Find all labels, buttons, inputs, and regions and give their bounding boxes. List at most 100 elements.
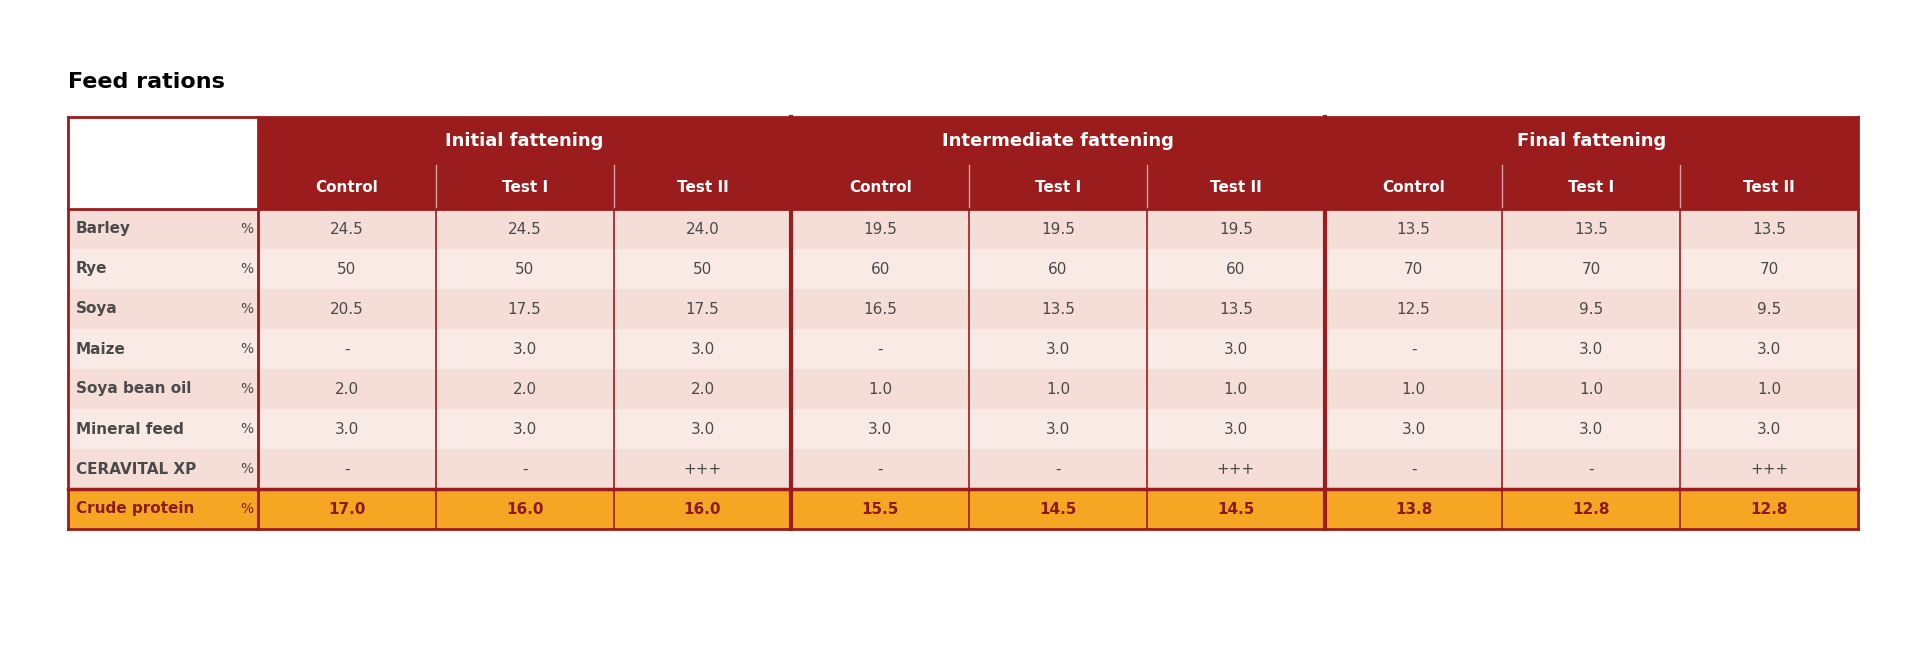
Bar [67, 489, 1859, 529]
Text: 24.0: 24.0 [685, 222, 720, 237]
Text: Barley: Barley [77, 222, 131, 237]
Text: Control: Control [315, 179, 378, 194]
Text: Test II: Test II [676, 179, 728, 194]
Text: Rye: Rye [77, 261, 108, 276]
Bar [257, 165, 1859, 209]
Text: Mineral feed: Mineral feed [77, 421, 184, 437]
Text: 24.5: 24.5 [330, 222, 363, 237]
Text: Control: Control [849, 179, 912, 194]
Text: Maize: Maize [77, 341, 127, 357]
Text: 70: 70 [1404, 261, 1423, 276]
Text: 3.0: 3.0 [1757, 341, 1782, 357]
Text: 12.8: 12.8 [1751, 501, 1788, 517]
Text: 12.8: 12.8 [1572, 501, 1611, 517]
Text: 3.0: 3.0 [513, 341, 538, 357]
Text: 13.5: 13.5 [1219, 302, 1252, 317]
Text: Final fattening: Final fattening [1517, 132, 1667, 150]
Bar [67, 369, 1859, 409]
Text: 3.0: 3.0 [691, 341, 714, 357]
Text: 1.0: 1.0 [1223, 382, 1248, 396]
Text: Test II: Test II [1743, 179, 1795, 194]
Text: 12.5: 12.5 [1396, 302, 1430, 317]
Text: 1.0: 1.0 [1046, 382, 1069, 396]
Text: 3.0: 3.0 [513, 421, 538, 437]
Text: 9.5: 9.5 [1757, 302, 1782, 317]
Text: 1.0: 1.0 [1402, 382, 1427, 396]
Text: 14.5: 14.5 [1039, 501, 1077, 517]
Text: +++: +++ [1217, 462, 1256, 476]
Text: 3.0: 3.0 [1402, 421, 1427, 437]
Text: -: - [1411, 462, 1417, 476]
Text: 16.0: 16.0 [684, 501, 722, 517]
Text: %: % [240, 422, 253, 436]
Text: 13.8: 13.8 [1394, 501, 1432, 517]
Bar [67, 289, 1859, 329]
Text: 3.0: 3.0 [1580, 421, 1603, 437]
Text: Test I: Test I [1569, 179, 1615, 194]
Text: 1.0: 1.0 [868, 382, 893, 396]
Text: 3.0: 3.0 [868, 421, 893, 437]
Text: %: % [240, 342, 253, 356]
Text: 15.5: 15.5 [862, 501, 899, 517]
Text: 16.0: 16.0 [505, 501, 543, 517]
Text: 3.0: 3.0 [1580, 341, 1603, 357]
Text: 60: 60 [1227, 261, 1246, 276]
Text: 13.5: 13.5 [1574, 222, 1609, 237]
Text: 70: 70 [1759, 261, 1778, 276]
Text: 1.0: 1.0 [1580, 382, 1603, 396]
Text: Crude protein: Crude protein [77, 501, 194, 517]
Text: Soya bean oil: Soya bean oil [77, 382, 192, 396]
Bar [67, 249, 1859, 289]
Text: %: % [240, 262, 253, 276]
Text: Control: Control [1382, 179, 1446, 194]
Text: +++: +++ [684, 462, 722, 476]
Text: 50: 50 [515, 261, 534, 276]
Text: -: - [344, 341, 349, 357]
Text: 2.0: 2.0 [691, 382, 714, 396]
Text: 50: 50 [693, 261, 712, 276]
Text: 2.0: 2.0 [334, 382, 359, 396]
Text: 17.5: 17.5 [507, 302, 541, 317]
Text: %: % [240, 302, 253, 316]
Text: %: % [240, 462, 253, 476]
Text: 14.5: 14.5 [1217, 501, 1254, 517]
Text: -: - [1056, 462, 1060, 476]
Bar [67, 209, 1859, 249]
Text: 19.5: 19.5 [864, 222, 897, 237]
Text: -: - [1411, 341, 1417, 357]
Text: 1.0: 1.0 [1757, 382, 1782, 396]
Text: %: % [240, 382, 253, 396]
Text: 9.5: 9.5 [1580, 302, 1603, 317]
Text: CERAVITAL XP: CERAVITAL XP [77, 462, 196, 476]
Bar [67, 409, 1859, 449]
Text: 60: 60 [870, 261, 889, 276]
Text: Soya: Soya [77, 302, 117, 317]
Text: 17.5: 17.5 [685, 302, 720, 317]
Text: 3.0: 3.0 [1223, 421, 1248, 437]
Text: 13.5: 13.5 [1396, 222, 1430, 237]
Bar [67, 449, 1859, 489]
Text: 17.0: 17.0 [328, 501, 365, 517]
Bar [257, 117, 1859, 165]
Text: 3.0: 3.0 [1046, 341, 1069, 357]
Text: 19.5: 19.5 [1041, 222, 1075, 237]
Text: Test II: Test II [1210, 179, 1261, 194]
Text: 3.0: 3.0 [1046, 421, 1069, 437]
Text: %: % [240, 222, 253, 236]
Text: Test I: Test I [1035, 179, 1081, 194]
Bar [67, 329, 1859, 369]
Text: -: - [1588, 462, 1594, 476]
Text: 13.5: 13.5 [1041, 302, 1075, 317]
Text: -: - [522, 462, 528, 476]
Text: 13.5: 13.5 [1753, 222, 1786, 237]
Text: %: % [240, 502, 253, 516]
Text: 3.0: 3.0 [691, 421, 714, 437]
Text: 16.5: 16.5 [864, 302, 897, 317]
Text: 19.5: 19.5 [1219, 222, 1252, 237]
Text: -: - [344, 462, 349, 476]
Text: 2.0: 2.0 [513, 382, 538, 396]
Text: Test I: Test I [501, 179, 547, 194]
Text: 20.5: 20.5 [330, 302, 363, 317]
Text: 70: 70 [1582, 261, 1601, 276]
Text: 50: 50 [338, 261, 357, 276]
